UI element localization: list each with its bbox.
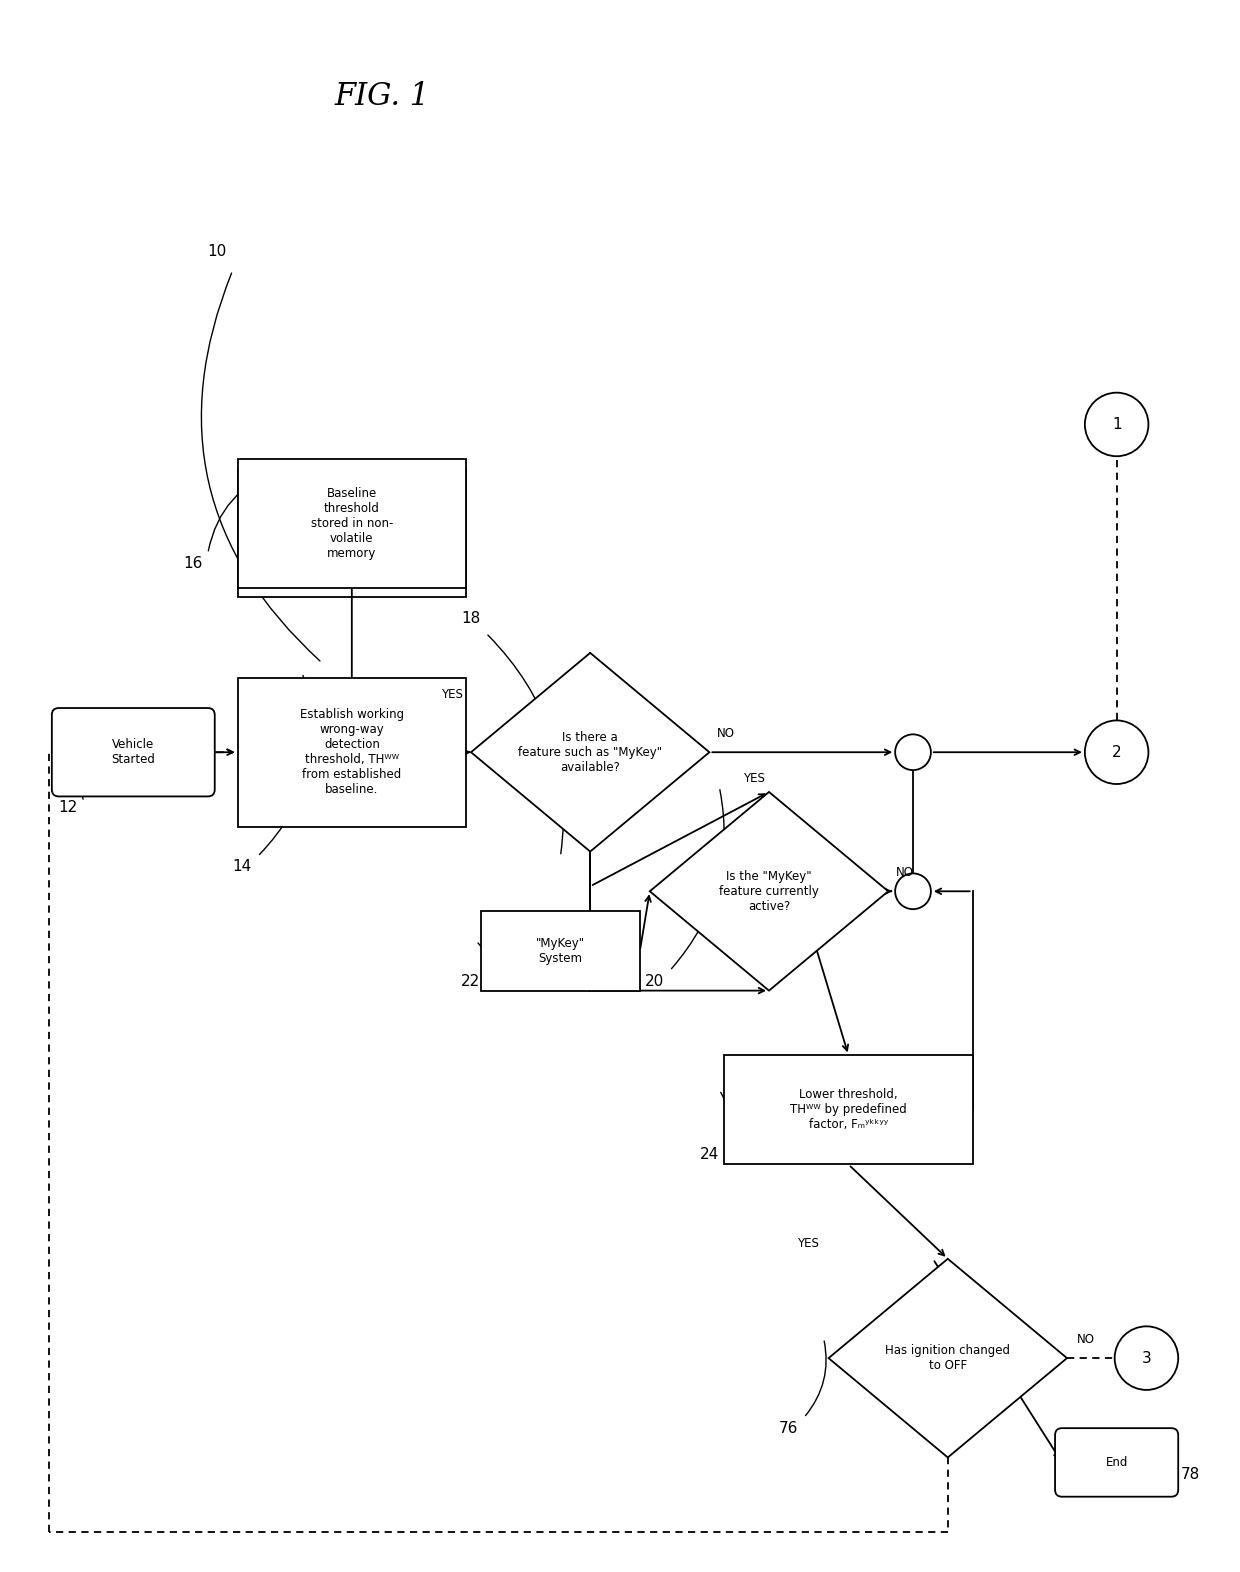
Circle shape xyxy=(895,734,931,770)
Bar xyxy=(238,678,466,827)
Text: Establish working
wrong-way
detection
threshold, THᵂᵂ
from established
baseline.: Establish working wrong-way detection th… xyxy=(300,709,404,797)
Text: 3: 3 xyxy=(1142,1350,1151,1366)
Text: NO: NO xyxy=(1076,1333,1095,1346)
Text: 16: 16 xyxy=(184,556,202,572)
Text: 18: 18 xyxy=(461,612,480,626)
Text: YES: YES xyxy=(441,687,463,701)
Polygon shape xyxy=(471,652,709,852)
Text: NO: NO xyxy=(718,728,735,740)
Text: FIG. 1: FIG. 1 xyxy=(334,82,429,112)
Text: YES: YES xyxy=(797,1237,818,1250)
Text: Is the "MyKey"
feature currently
active?: Is the "MyKey" feature currently active? xyxy=(719,869,818,913)
Text: Baseline
threshold
stored in non-
volatile
memory: Baseline threshold stored in non- volati… xyxy=(311,487,393,560)
Circle shape xyxy=(1085,720,1148,784)
Text: "MyKey"
System: "MyKey" System xyxy=(536,937,585,965)
Circle shape xyxy=(895,874,931,909)
Text: 2: 2 xyxy=(1112,745,1121,759)
Text: 76: 76 xyxy=(779,1421,799,1435)
Polygon shape xyxy=(650,792,888,990)
Bar xyxy=(238,468,466,597)
Text: 20: 20 xyxy=(645,973,665,989)
Circle shape xyxy=(1115,1327,1178,1390)
Text: Vehicle
Started: Vehicle Started xyxy=(112,739,155,766)
Text: Lower threshold,
THᵂᵂ by predefined
factor, Fₘʸᵏᵏʸʸ: Lower threshold, THᵂᵂ by predefined fact… xyxy=(790,1088,906,1132)
Bar xyxy=(481,912,640,990)
Text: 12: 12 xyxy=(58,800,78,814)
Bar xyxy=(238,459,466,588)
Text: End: End xyxy=(1105,1456,1128,1468)
Text: 24: 24 xyxy=(699,1148,719,1162)
Text: Is there a
feature such as "MyKey"
available?: Is there a feature such as "MyKey" avail… xyxy=(518,731,662,773)
Text: 10: 10 xyxy=(208,244,227,258)
Circle shape xyxy=(1085,393,1148,456)
Text: 1: 1 xyxy=(1112,417,1121,432)
Text: YES: YES xyxy=(743,772,765,784)
Polygon shape xyxy=(828,1259,1066,1457)
Text: NO: NO xyxy=(897,866,914,879)
Text: Has ignition changed
to OFF: Has ignition changed to OFF xyxy=(885,1344,1011,1372)
Text: 22: 22 xyxy=(461,973,480,989)
FancyBboxPatch shape xyxy=(52,707,215,797)
FancyBboxPatch shape xyxy=(1055,1427,1178,1497)
Text: 14: 14 xyxy=(233,860,252,874)
Text: 78: 78 xyxy=(1182,1467,1200,1482)
Bar xyxy=(724,1055,972,1165)
